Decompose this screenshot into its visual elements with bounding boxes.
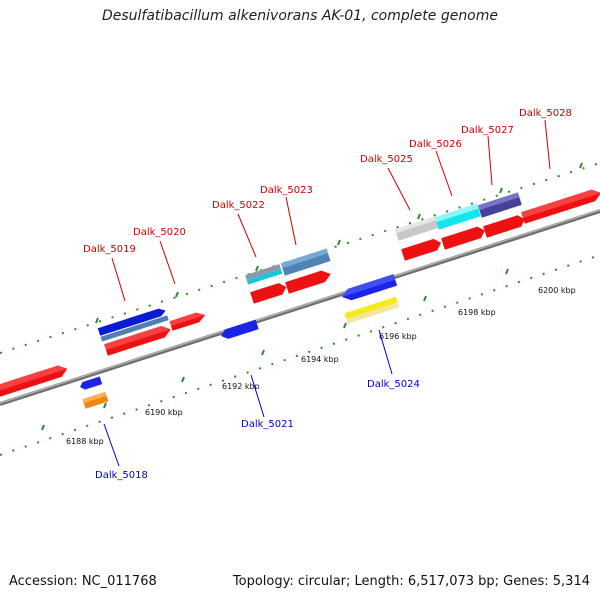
leader-lines-bottom xyxy=(103,329,393,467)
gene-feature[interactable] xyxy=(104,323,172,356)
genome-summary-text: Topology: circular; Length: 6,517,073 bp… xyxy=(232,574,590,589)
gene-feature[interactable] xyxy=(483,213,527,238)
gene-feature-dalk-5027[interactable] xyxy=(477,192,522,218)
gene-feature-dalk-5025[interactable] xyxy=(394,216,439,241)
gene-feature[interactable] xyxy=(285,268,332,294)
leader-lines-top xyxy=(111,119,551,302)
scale-label: 6198 kbp xyxy=(458,308,496,317)
accession-text: Accession: NC_011768 xyxy=(9,574,157,589)
scale-label: 6192 kbp xyxy=(222,382,260,391)
gene-label-dalk-5019: Dalk_5019 xyxy=(83,244,136,255)
gene-feature-dalk-5023[interactable] xyxy=(280,248,331,276)
gene-feature[interactable] xyxy=(250,281,288,304)
gene-label-dalk-5025: Dalk_5025 xyxy=(360,154,413,165)
gene-feature-dalk-5018[interactable] xyxy=(79,376,103,390)
tick-track-upper-major xyxy=(95,162,583,324)
gene-feature-dalk-5024[interactable] xyxy=(344,296,400,324)
gene-label-dalk-5020: Dalk_5020 xyxy=(133,227,186,238)
gene-feature-dalk-5019[interactable] xyxy=(97,307,169,342)
scale-label: 6196 kbp xyxy=(379,332,417,341)
tick-track-lower xyxy=(0,254,600,456)
gene-feature[interactable] xyxy=(82,391,109,409)
gene-label-dalk-5023: Dalk_5023 xyxy=(260,185,313,196)
tick-track-upper xyxy=(0,162,600,354)
gene-label-dalk-5026: Dalk_5026 xyxy=(409,139,462,150)
gene-label-dalk-5021: Dalk_5021 xyxy=(241,419,294,430)
gene-feature-dalk-5022[interactable] xyxy=(245,264,283,285)
gene-label-dalk-5018: Dalk_5018 xyxy=(95,470,148,481)
gene-feature-dalk-5026[interactable] xyxy=(434,203,481,230)
scale-label: 6200 kbp xyxy=(538,286,576,295)
gene-feature-dalk-5020[interactable] xyxy=(169,310,206,331)
gene-label-dalk-5022: Dalk_5022 xyxy=(212,200,265,211)
gene-label-dalk-5027: Dalk_5027 xyxy=(461,125,514,136)
gene-feature[interactable] xyxy=(0,363,69,398)
scale-label: 6188 kbp xyxy=(66,437,104,446)
gene-feature-dalk-5028[interactable] xyxy=(521,187,600,224)
gene-label-dalk-5024: Dalk_5024 xyxy=(367,379,420,390)
gene-feature[interactable] xyxy=(441,225,487,250)
tick-track-lower-major xyxy=(41,268,509,431)
gene-feature-dalk-5021[interactable] xyxy=(219,319,259,341)
gene-feature[interactable] xyxy=(340,274,398,303)
map-title: Desulfatibacillum alkenivorans AK-01, co… xyxy=(101,8,499,24)
scale-label: 6194 kbp xyxy=(301,355,339,364)
genome-backbone xyxy=(0,209,600,406)
gene-label-dalk-5028: Dalk_5028 xyxy=(519,108,572,119)
gene-feature[interactable] xyxy=(401,237,443,261)
scale-label: 6190 kbp xyxy=(145,408,183,417)
